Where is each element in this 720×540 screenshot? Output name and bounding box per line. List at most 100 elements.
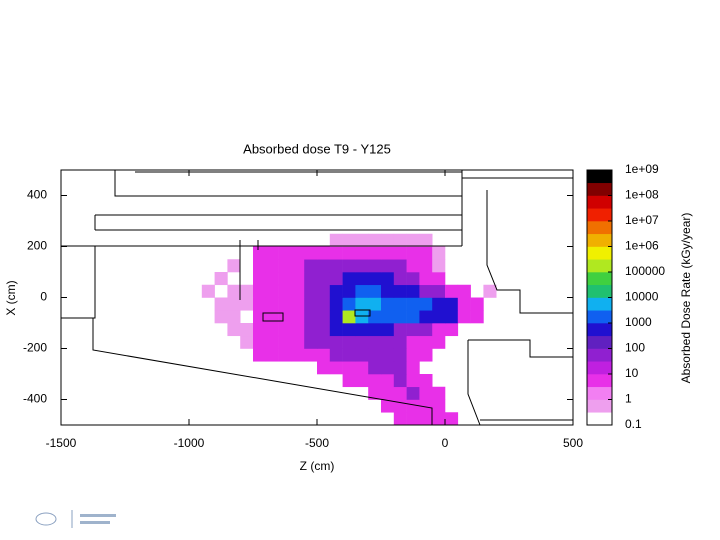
y-tick-label: 400 <box>27 188 47 202</box>
heat-cell <box>393 374 407 388</box>
heat-cell <box>432 399 446 413</box>
heat-cell <box>406 246 420 260</box>
heat-cell <box>304 246 318 260</box>
heat-cell <box>432 297 446 311</box>
heat-cell <box>368 310 382 324</box>
colorbar-band <box>587 310 612 324</box>
heat-cell <box>329 272 343 286</box>
logo <box>35 510 116 528</box>
heat-cell <box>381 386 395 400</box>
heat-cell <box>355 348 369 362</box>
heat-cell <box>329 284 343 298</box>
colorbar-band <box>587 335 612 349</box>
heat-cell <box>342 233 356 247</box>
heat-cell <box>253 335 267 349</box>
heat-cell <box>317 297 331 311</box>
heat-cell <box>278 272 292 286</box>
heat-cell <box>214 272 228 286</box>
y-axis-label: X (cm) <box>4 280 18 315</box>
heat-cell <box>329 348 343 362</box>
heat-cell <box>265 259 279 273</box>
y-tick-label: -400 <box>23 392 47 406</box>
colorbar-band <box>587 386 612 400</box>
heat-cell <box>329 233 343 247</box>
heat-cell <box>393 348 407 362</box>
heat-cell <box>445 310 459 324</box>
heat-cell <box>304 335 318 349</box>
heat-cell <box>419 259 433 273</box>
colorbar <box>587 170 612 426</box>
heat-cell <box>342 335 356 349</box>
heat-cell <box>381 259 395 273</box>
heat-cell <box>381 374 395 388</box>
heat-cell <box>368 323 382 337</box>
heat-cell <box>419 348 433 362</box>
heat-cell <box>278 246 292 260</box>
magnet <box>262 312 284 322</box>
heat-cell <box>381 246 395 260</box>
wall <box>467 339 573 426</box>
colorbar-band <box>587 323 612 337</box>
heat-cell <box>355 284 369 298</box>
colorbar-band <box>587 348 612 362</box>
heat-cell <box>432 323 446 337</box>
heat-cell <box>201 284 215 298</box>
heat-cell <box>470 310 484 324</box>
heat-cell <box>214 297 228 311</box>
heat-cell <box>240 335 254 349</box>
x-tick-label: 0 <box>442 436 449 450</box>
heat-cell <box>483 284 497 298</box>
heat-cell <box>253 323 267 337</box>
heat-cell <box>368 272 382 286</box>
heat-cell <box>393 335 407 349</box>
heat-cell <box>355 259 369 273</box>
heat-cell <box>445 412 459 426</box>
heat-cell <box>291 297 305 311</box>
heat-cell <box>393 259 407 273</box>
heat-cell <box>278 259 292 273</box>
heat-cell <box>393 412 407 426</box>
colorbar-band <box>587 221 612 235</box>
heat-cell <box>240 284 254 298</box>
heat-cell <box>329 335 343 349</box>
heat-cell <box>253 284 267 298</box>
heat-cell <box>445 323 459 337</box>
heat-cell <box>317 272 331 286</box>
heat-cell <box>368 374 382 388</box>
heat-cell <box>393 361 407 375</box>
heat-cell <box>355 272 369 286</box>
colorbar-band <box>587 246 612 260</box>
colorbar-tick-label: 0.1 <box>625 417 642 431</box>
heat-cell <box>317 259 331 273</box>
heat-cell <box>419 284 433 298</box>
heat-cell <box>432 272 446 286</box>
heat-cell <box>291 259 305 273</box>
heat-cell <box>406 323 420 337</box>
heat-cell <box>291 272 305 286</box>
heat-cell <box>406 297 420 311</box>
heat-cell <box>317 361 331 375</box>
heat-cell <box>419 246 433 260</box>
heat-cell <box>265 272 279 286</box>
heat-cell <box>419 412 433 426</box>
heat-cell <box>393 246 407 260</box>
heat-cell <box>240 297 254 311</box>
colorbar-tick-label: 1e+08 <box>625 188 659 202</box>
heat-cell <box>381 297 395 311</box>
heat-cell <box>419 323 433 337</box>
heatmap <box>201 233 497 426</box>
heat-cell <box>342 374 356 388</box>
heat-cell <box>393 386 407 400</box>
heat-cell <box>304 310 318 324</box>
heat-cell <box>419 310 433 324</box>
heat-cell <box>368 361 382 375</box>
colorbar-band <box>587 399 612 413</box>
heat-cell <box>317 323 331 337</box>
logo-mark <box>35 512 57 526</box>
heat-cell <box>406 361 420 375</box>
colorbar-label: Absorbed Dose Rate (kGy/year) <box>679 213 693 384</box>
heat-cell <box>265 310 279 324</box>
heat-cell <box>432 386 446 400</box>
x-tick-label: -1000 <box>174 436 205 450</box>
heat-cell <box>265 246 279 260</box>
